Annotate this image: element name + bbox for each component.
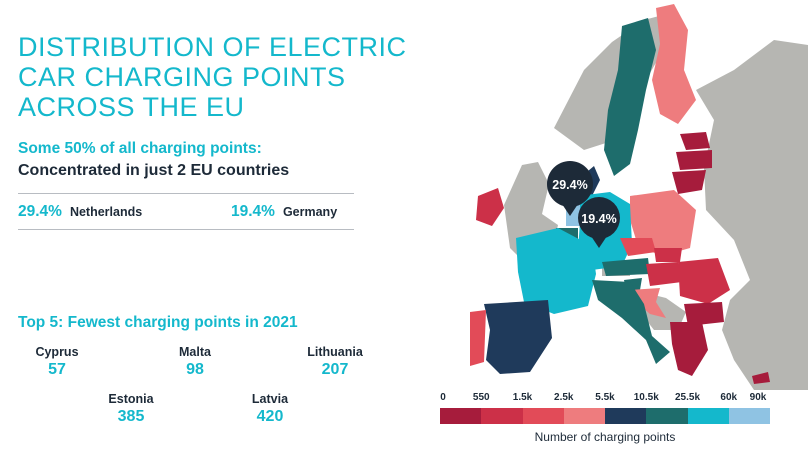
fewest-value: 98 <box>186 361 204 378</box>
legend-tick-label: 90k <box>749 392 767 403</box>
fewest-country: Lithuania <box>307 345 363 359</box>
divider-top <box>18 193 354 194</box>
country-portugal <box>470 310 486 366</box>
fewest-value: 385 <box>117 408 145 425</box>
country-sweden <box>604 18 656 176</box>
non-eu-landmass <box>696 40 808 390</box>
legend-tick-label: 60k <box>720 392 738 403</box>
callout-label: 29.4% <box>552 178 587 192</box>
share-country: Germany <box>282 205 338 219</box>
legend-swatch <box>687 408 729 424</box>
share-row: 29.4% Netherlands 19.4% Germany <box>18 203 354 223</box>
country-hungary <box>646 262 682 286</box>
legend-swatch <box>522 408 564 424</box>
country-greece <box>670 322 708 376</box>
fewest-value: 420 <box>256 408 284 425</box>
share-pct: 29.4% <box>18 203 62 220</box>
fewest-country: Malta <box>179 345 211 359</box>
page-title: DISTRIBUTION OF ELECTRIC CAR CHARGING PO… <box>18 32 407 122</box>
legend-color-bar <box>440 408 770 424</box>
divider-bottom <box>18 229 354 230</box>
legend-tick-label: 1.5k <box>512 392 533 403</box>
country-cyprus <box>752 372 770 384</box>
legend-swatch <box>728 408 770 424</box>
fewest-item-latvia: Latvia 420 <box>225 392 315 426</box>
fewest-item-malta: Malta 98 <box>150 345 240 379</box>
fewest-country: Cyprus <box>35 345 79 359</box>
fewest-value: 57 <box>48 361 66 378</box>
legend-tick-label: 25.5k <box>674 392 701 403</box>
share-germany: 19.4% Germany <box>231 203 337 221</box>
country-latvia <box>676 150 712 170</box>
share-country: Netherlands <box>69 205 143 219</box>
country-italy <box>592 280 670 364</box>
country-spain <box>484 300 552 374</box>
subtitle-detail: Concentrated in just 2 EU countries <box>18 162 290 179</box>
country-france <box>516 228 596 314</box>
legend-swatch <box>440 408 482 424</box>
country-bulgaria <box>684 302 724 326</box>
eu-map: 29.4% 19.4% <box>470 4 808 390</box>
country-austria <box>602 258 650 276</box>
subtitle-highlight: Some 50% of all charging points: <box>18 140 262 157</box>
legend-caption: Number of charging points <box>534 430 676 444</box>
fewest-country: Estonia <box>108 392 154 406</box>
country-slovakia <box>654 248 682 262</box>
fewest-item-cyprus: Cyprus 57 <box>12 345 102 379</box>
fewest-item-estonia: Estonia 385 <box>86 392 176 426</box>
country-czechia <box>620 238 656 256</box>
share-pct: 19.4% <box>231 203 275 220</box>
country-croatia <box>630 288 666 318</box>
legend-tick-label: 2.5k <box>554 392 574 403</box>
country-finland <box>652 4 696 124</box>
country-romania <box>678 258 730 304</box>
share-netherlands: 29.4% Netherlands <box>18 203 142 221</box>
callout-germany: 19.4% <box>578 197 620 248</box>
fewest-country: Latvia <box>251 392 289 406</box>
legend-swatch <box>646 408 688 424</box>
country-ireland <box>476 188 504 226</box>
fewest-title: Top 5: Fewest charging points in 2021 <box>18 314 298 331</box>
country-lithuania <box>672 170 706 194</box>
fewest-item-lithuania: Lithuania 207 <box>290 345 380 379</box>
legend-tick-label: 0 <box>440 392 446 403</box>
legend-tick-label: 550 <box>472 392 490 403</box>
legend-tick-label: 5.5k <box>595 392 615 403</box>
callout-netherlands: 29.4% <box>547 161 593 216</box>
legend-swatch <box>605 408 647 424</box>
callout-label: 19.4% <box>581 212 616 226</box>
legend-swatch <box>563 408 605 424</box>
country-estonia <box>680 132 710 150</box>
legend-swatch <box>481 408 523 424</box>
legend-tick-label: 10.5k <box>633 392 659 403</box>
fewest-value: 207 <box>321 361 349 378</box>
